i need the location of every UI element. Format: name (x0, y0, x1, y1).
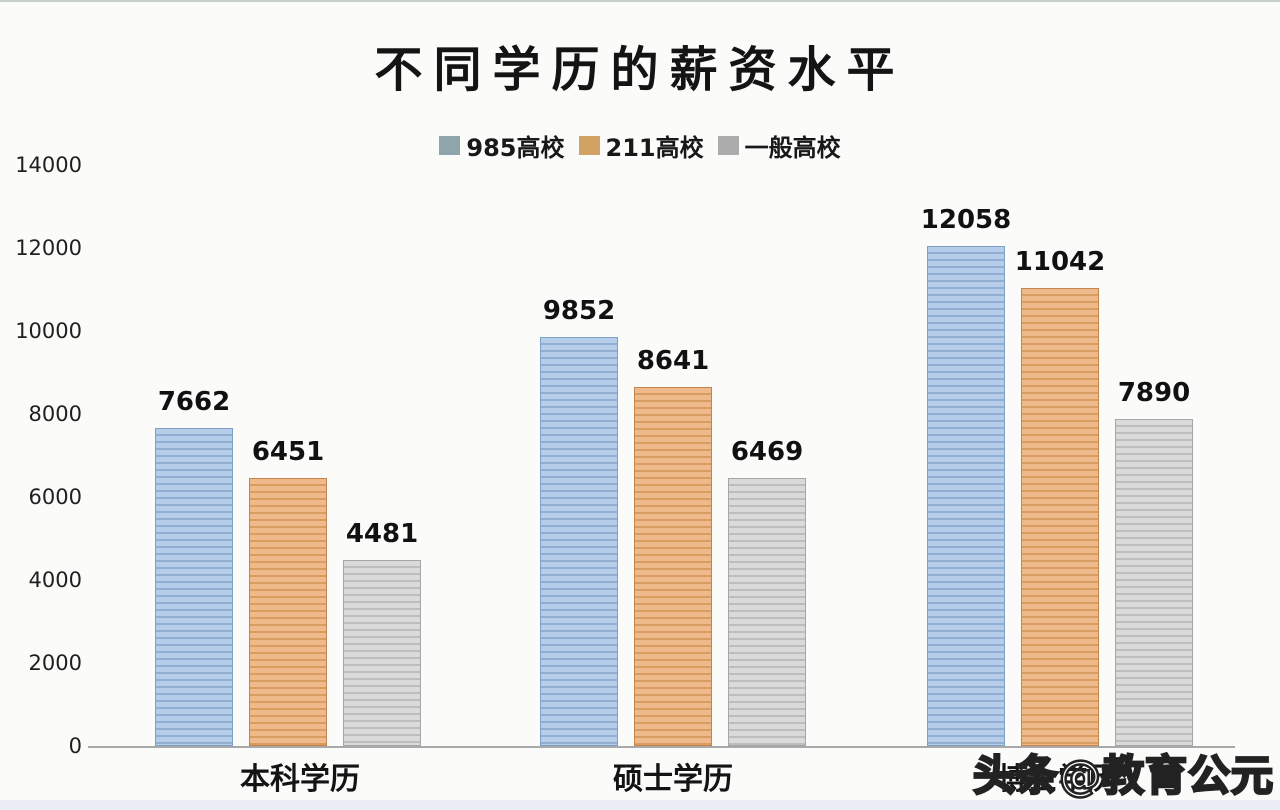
bar-value-label: 6469 (730, 437, 804, 467)
legend-swatch-icon (717, 136, 739, 155)
legend-swatch-icon (578, 136, 600, 155)
bar-211高校-博士学历 (1021, 288, 1099, 746)
legend: 985高校 211高校 一般高校 (0, 128, 1280, 163)
bar-value-label: 4481 (345, 519, 419, 549)
bar-985高校-本科学历 (155, 428, 233, 746)
y-tick-label: 12000 (15, 236, 82, 260)
bar-一般高校-硕士学历 (728, 478, 806, 746)
x-category-label: 博士学历 (998, 762, 1118, 797)
chart-title: 不同学历的薪资水平 (374, 42, 906, 98)
bar-211高校-本科学历 (249, 478, 327, 746)
legend-label: 一般高校 (744, 134, 841, 162)
y-tick-label: 6000 (28, 485, 82, 509)
bar-一般高校-博士学历 (1115, 419, 1193, 746)
y-tick-label: 2000 (28, 651, 82, 675)
bar-value-label: 11042 (1014, 247, 1106, 277)
x-axis-line (88, 746, 1235, 748)
bar-value-label: 12058 (920, 205, 1012, 235)
legend-label: 985高校 (466, 134, 565, 162)
bottom-band (0, 800, 1280, 810)
bar-985高校-硕士学历 (540, 337, 618, 746)
y-tick-label: 10000 (15, 319, 82, 343)
y-tick-label: 0 (68, 734, 82, 758)
bar-211高校-硕士学历 (634, 387, 712, 746)
bar-value-label: 8641 (636, 346, 710, 376)
legend-item: 985高校 (439, 128, 565, 163)
legend-item: 211高校 (578, 128, 704, 163)
legend-label: 211高校 (605, 134, 704, 162)
x-category-label: 硕士学历 (613, 762, 733, 797)
legend-swatch-icon (439, 136, 461, 155)
bar-value-label: 7890 (1117, 378, 1191, 408)
x-category-label: 本科学历 (240, 762, 360, 797)
bar-value-label: 6451 (251, 437, 325, 467)
y-tick-label: 8000 (28, 402, 82, 426)
bar-985高校-博士学历 (927, 246, 1005, 746)
bar-一般高校-本科学历 (343, 560, 421, 746)
y-tick-label: 4000 (28, 568, 82, 592)
bar-value-label: 7662 (157, 387, 231, 417)
y-tick-label: 14000 (15, 153, 82, 177)
watermark: 头条@教育公元 (972, 750, 1275, 802)
bar-value-label: 9852 (542, 296, 616, 326)
legend-item: 一般高校 (717, 128, 841, 163)
